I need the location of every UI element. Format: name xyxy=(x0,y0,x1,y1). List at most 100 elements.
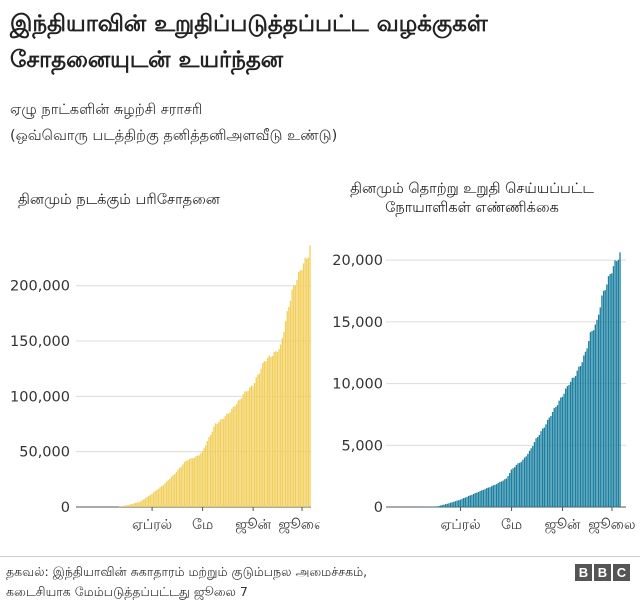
bar xyxy=(527,453,529,507)
bar xyxy=(436,506,439,507)
bar xyxy=(263,361,266,507)
bar xyxy=(148,495,150,507)
bar xyxy=(232,406,235,507)
bar xyxy=(474,493,476,507)
bar xyxy=(543,427,545,507)
bar xyxy=(245,391,248,507)
bar xyxy=(509,472,511,507)
bar xyxy=(283,332,285,507)
bar xyxy=(234,406,236,507)
bar xyxy=(149,494,151,507)
bar xyxy=(439,505,442,507)
bar xyxy=(617,259,620,507)
bar xyxy=(517,463,519,507)
bar xyxy=(165,481,168,507)
bar xyxy=(151,493,153,507)
bar xyxy=(193,457,195,507)
bar xyxy=(164,483,166,507)
bar xyxy=(156,490,158,507)
bar xyxy=(190,458,192,507)
bbc-logo-letter: C xyxy=(613,564,630,581)
bar xyxy=(456,500,458,507)
bar xyxy=(510,469,513,507)
bar xyxy=(515,464,518,507)
bbc-logo: B B C xyxy=(575,564,630,581)
bar xyxy=(545,424,547,507)
bar xyxy=(266,357,269,507)
bar xyxy=(520,461,522,507)
bar xyxy=(568,385,570,507)
subtitle-scale-note: (ஒவ்வொரு படத்திற்கு தனித்தனிஅளவீடு உண்டு… xyxy=(10,128,338,144)
bar xyxy=(593,330,595,507)
y-tick-label: 150,000 xyxy=(10,334,70,350)
bar xyxy=(584,351,587,507)
bar xyxy=(596,319,598,507)
bar xyxy=(611,273,613,507)
bar xyxy=(180,466,182,507)
bar xyxy=(494,484,496,507)
bar xyxy=(538,434,541,507)
bar xyxy=(276,351,279,507)
bar xyxy=(133,503,135,507)
bar xyxy=(226,413,228,507)
bar xyxy=(301,270,303,507)
bar xyxy=(188,459,191,507)
x-tick-label: ஏப்ரல் xyxy=(440,517,480,533)
bar xyxy=(242,394,244,507)
bar xyxy=(435,506,437,507)
bar xyxy=(612,266,615,507)
bar xyxy=(198,455,200,507)
bar xyxy=(250,385,253,507)
bar xyxy=(302,263,305,507)
bar xyxy=(583,355,585,507)
x-tick-label: ஜூலை xyxy=(278,517,320,534)
bar xyxy=(532,446,534,507)
bar xyxy=(591,331,593,507)
bar xyxy=(174,474,176,507)
x-tick-label: ஜூன் xyxy=(545,517,581,534)
bar xyxy=(131,503,134,507)
bar xyxy=(581,362,583,507)
bar xyxy=(522,459,524,507)
bar xyxy=(265,361,267,507)
bar xyxy=(467,495,470,507)
bar xyxy=(167,480,169,507)
bar xyxy=(201,451,204,507)
bar xyxy=(573,377,575,507)
source-note: தகவல்: இந்தியாவின் சுகாதாரம் மற்றும் குட… xyxy=(6,562,526,602)
bar xyxy=(604,290,606,507)
bar xyxy=(209,434,212,507)
bar xyxy=(471,494,473,507)
bar xyxy=(616,261,618,507)
bar xyxy=(523,457,526,507)
bar xyxy=(490,486,493,507)
y-tick-label: 0 xyxy=(61,500,70,516)
bar xyxy=(438,505,440,507)
bar xyxy=(231,408,233,507)
bar xyxy=(275,351,277,507)
bar xyxy=(268,355,270,507)
bar xyxy=(120,506,122,507)
bar xyxy=(489,487,491,507)
bar xyxy=(466,496,468,507)
bar xyxy=(550,416,552,507)
x-tick-label: ஏப்ரல் xyxy=(132,517,172,533)
bar xyxy=(566,386,569,507)
bar xyxy=(602,290,605,507)
bar xyxy=(463,498,465,507)
bar xyxy=(551,411,554,507)
bar xyxy=(244,391,246,507)
bar xyxy=(487,487,490,507)
bar xyxy=(486,488,488,507)
bar xyxy=(224,416,226,507)
bar xyxy=(477,492,480,507)
bar xyxy=(178,467,181,507)
bar xyxy=(500,481,503,507)
bar xyxy=(565,388,567,507)
bar xyxy=(146,497,148,507)
bar xyxy=(192,458,194,507)
bar xyxy=(594,324,597,507)
footer-divider xyxy=(0,556,640,557)
bar xyxy=(514,467,516,507)
bar xyxy=(588,341,590,507)
